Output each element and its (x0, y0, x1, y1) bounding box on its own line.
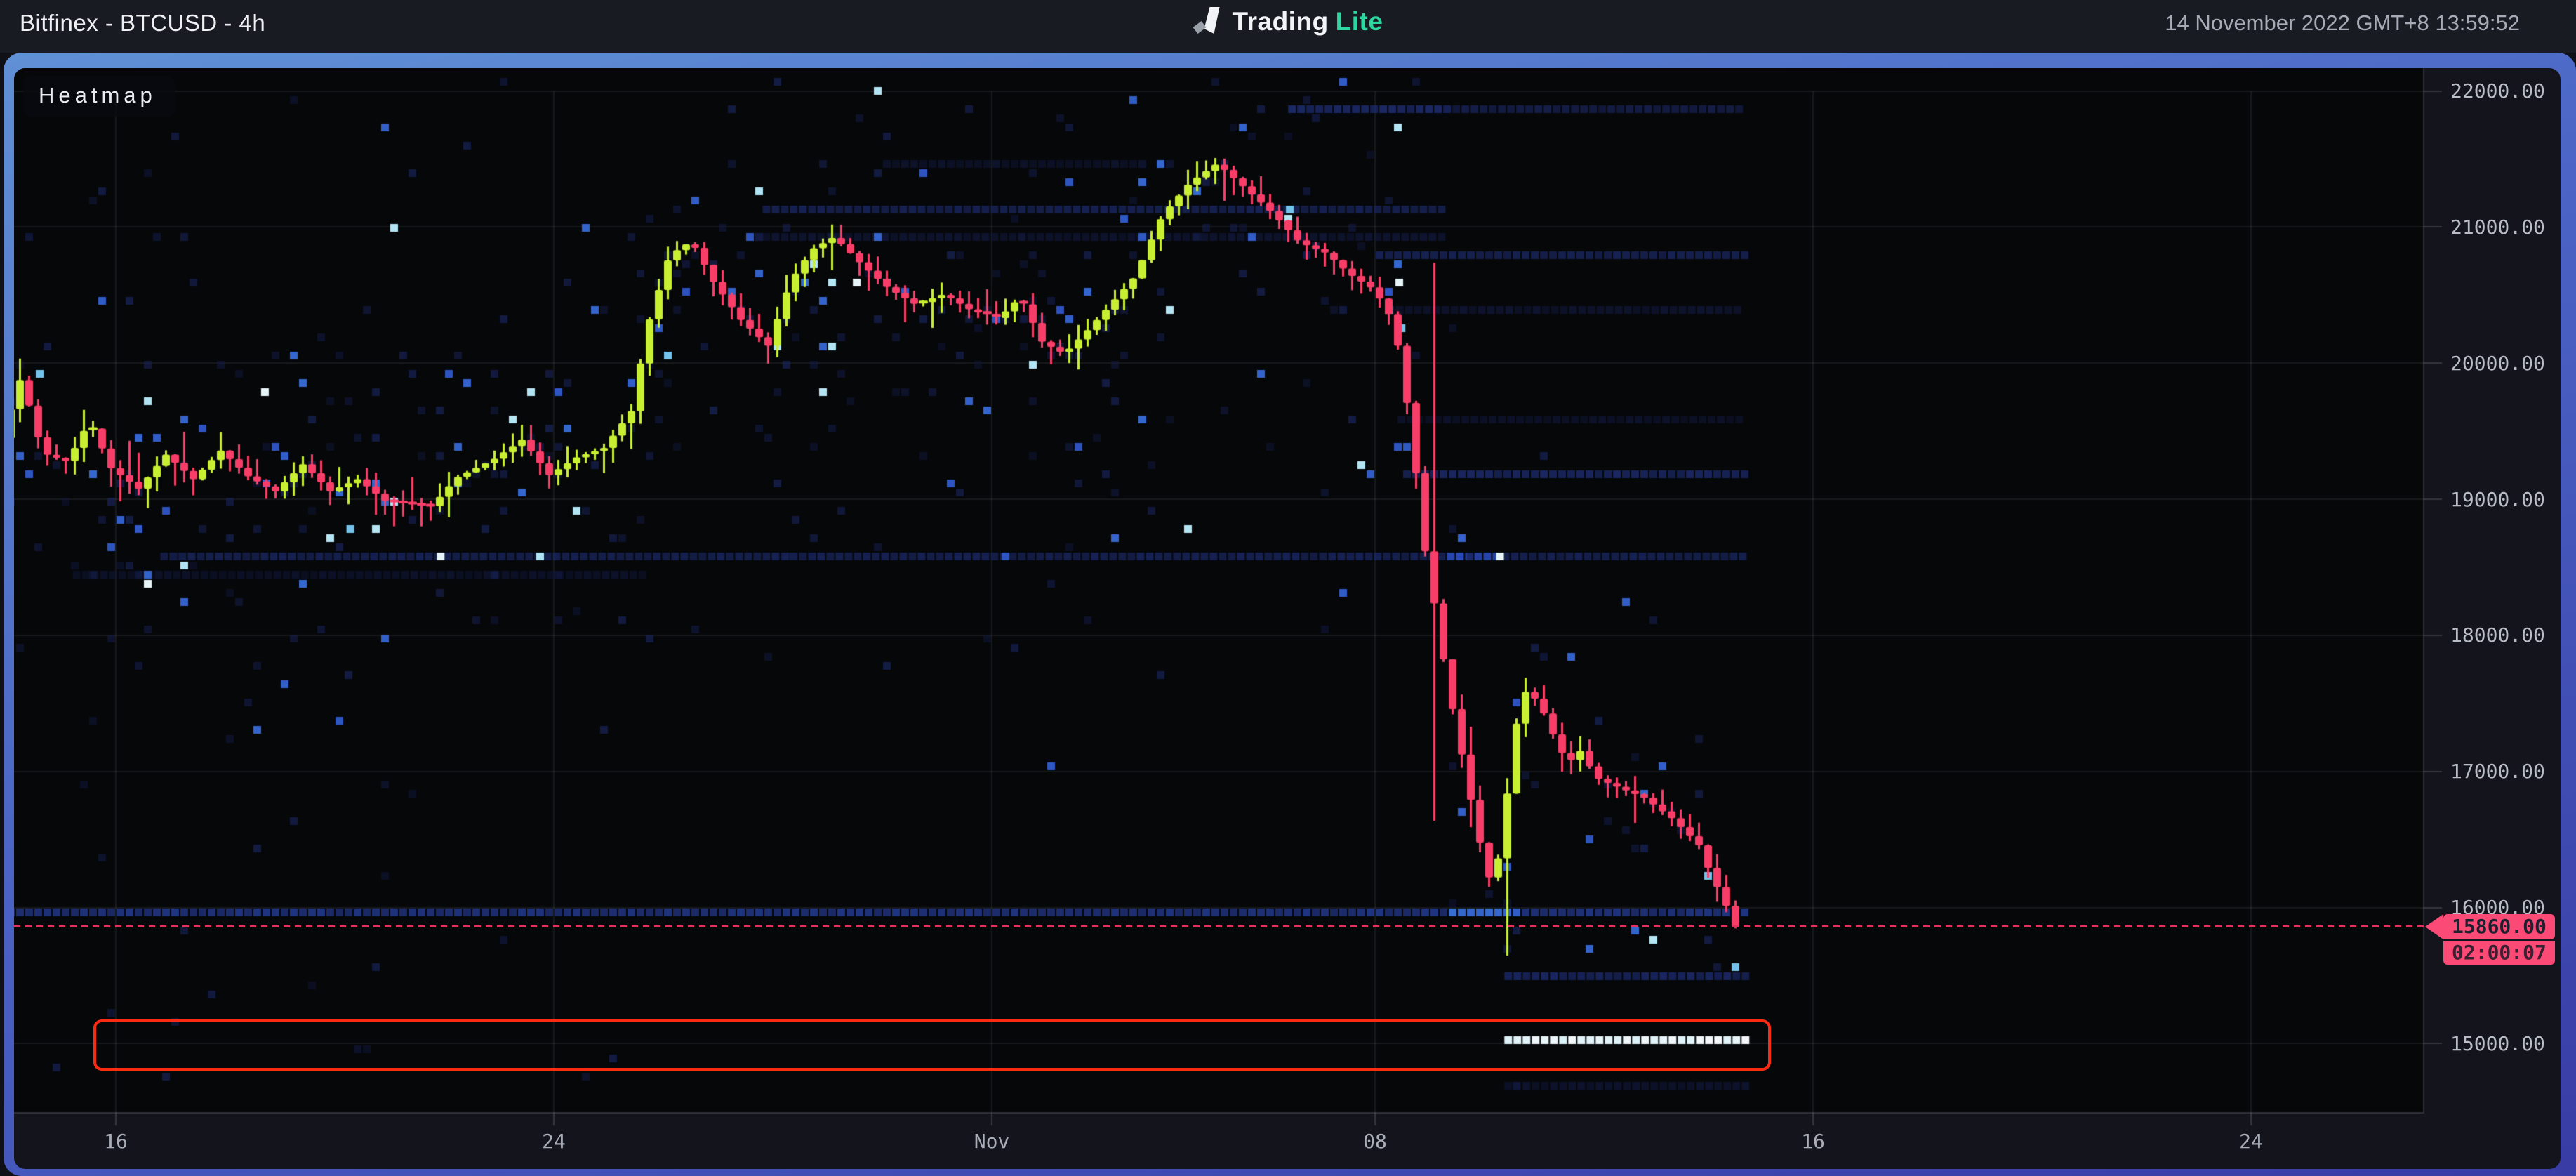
tradinglite-logo-icon (1193, 7, 1226, 37)
datetime-clock: 14 November 2022 GMT+8 13:59:52 (2165, 11, 2520, 35)
price-axis-label: 19000.00 (2450, 487, 2545, 511)
price-axis-label: 17000.00 (2450, 760, 2545, 784)
tradinglite-logo: Trading Lite (1193, 7, 1383, 37)
price-axis-label: 15000.00 (2450, 1031, 2545, 1055)
candle-countdown: 02:00:07 (2443, 941, 2555, 965)
price-axis-label: 20000.00 (2450, 351, 2545, 375)
chart-frame: Heatmap 22000.00 21000.00 20000.00 19000.00… (4, 53, 2576, 1176)
price-axis-label: 22000.00 (2450, 79, 2545, 103)
current-price-tag: 15860.00 02:00:07 (2425, 914, 2555, 965)
chart-surface: Heatmap 22000.00 21000.00 20000.00 19000.00… (14, 68, 2561, 1169)
top-bar: Bitfinex - BTCUSD - 4h Trading Lite 14 No… (0, 0, 2576, 53)
time-axis-label: 24 (2239, 1130, 2263, 1153)
logo-text-trading: Trading (1232, 7, 1329, 36)
annotation-rectangle[interactable] (93, 1019, 1771, 1071)
time-axis-label: 16 (104, 1130, 128, 1153)
price-tag-arrow-icon (2425, 914, 2443, 940)
heatmap-layer-label[interactable]: Heatmap (23, 76, 175, 117)
current-price-line (14, 925, 2424, 927)
heatmap-layer-label-text: Heatmap (39, 83, 157, 107)
price-axis-label: 21000.00 (2450, 215, 2545, 239)
logo-text-lite: Lite (1335, 7, 1383, 36)
time-axis-label: 08 (1363, 1130, 1387, 1153)
time-axis-label: 24 (542, 1130, 566, 1153)
page-title: Bitfinex - BTCUSD - 4h (20, 10, 266, 36)
heatmap-chart-canvas[interactable] (14, 68, 2561, 1169)
price-axis-label: 18000.00 (2450, 623, 2545, 647)
price-tag-value: 15860.00 (2443, 914, 2555, 940)
time-axis-label: 16 (1801, 1130, 1825, 1153)
time-axis-label: Nov (974, 1130, 1010, 1153)
